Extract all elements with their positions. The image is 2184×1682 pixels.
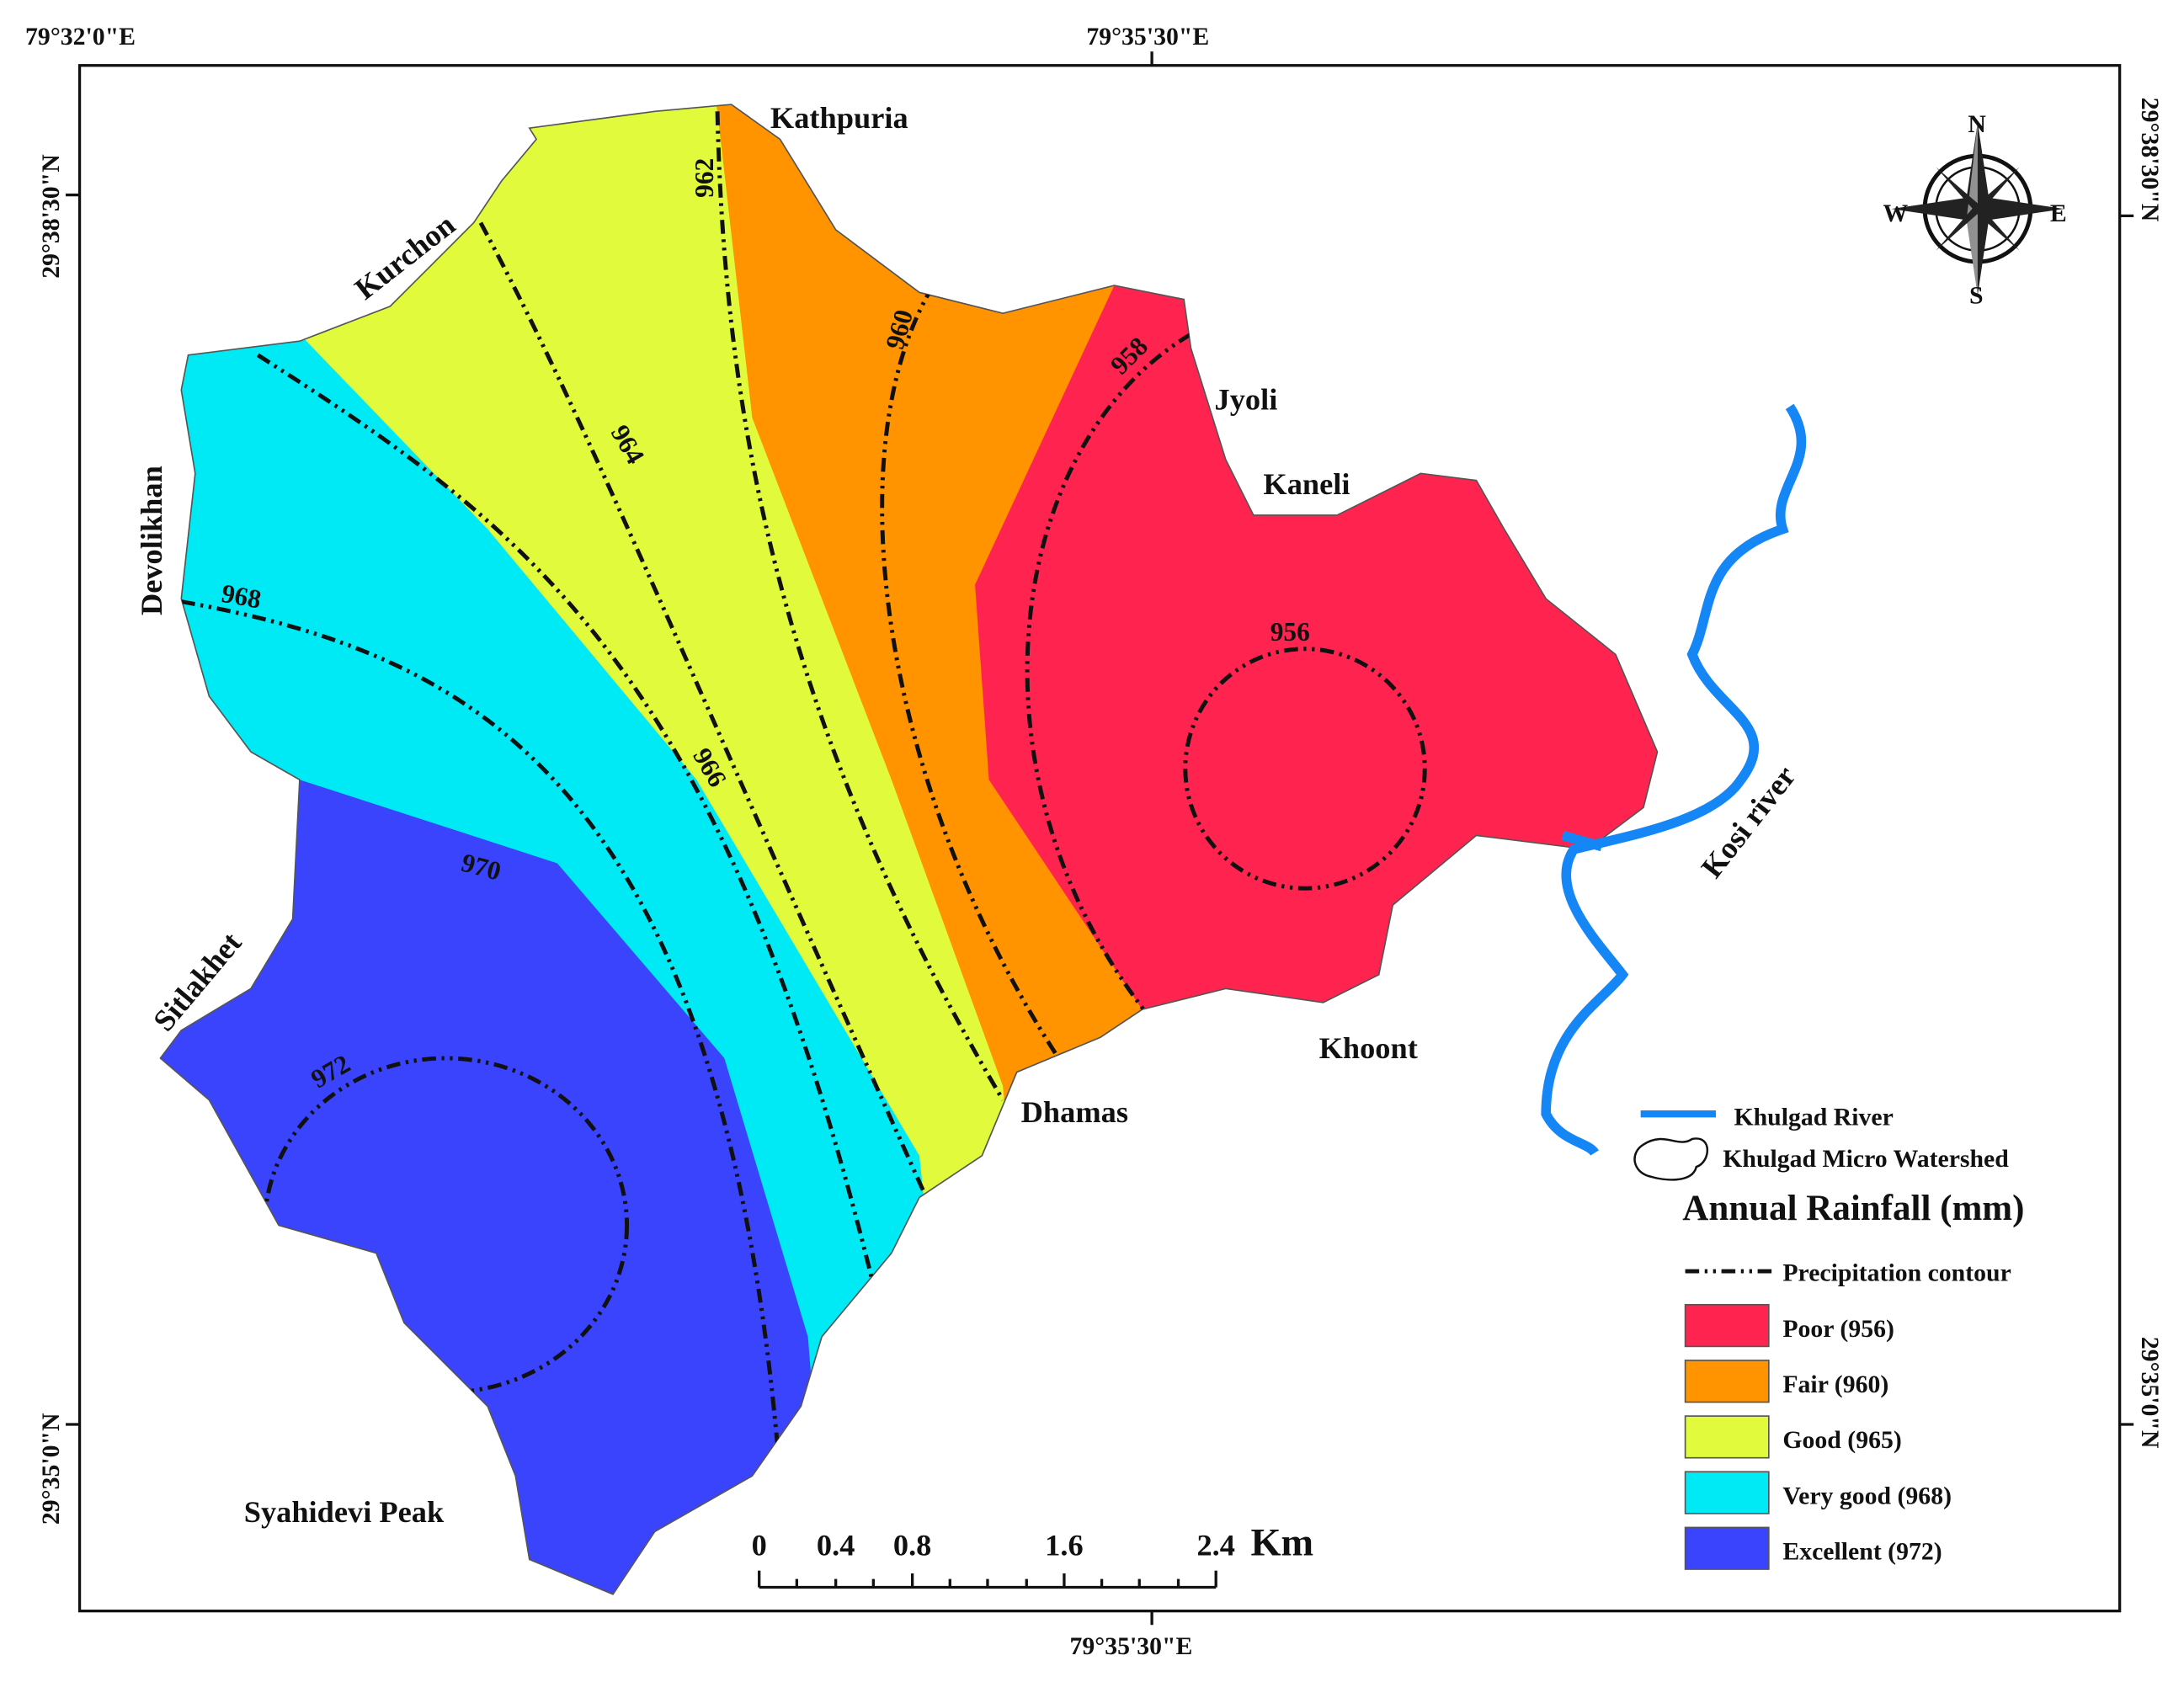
watershed-outline [159, 104, 1659, 1595]
scale-label: 2.4 [1196, 1528, 1234, 1562]
compass-label: S [1969, 282, 1984, 310]
contour-line [256, 353, 880, 1303]
legend-swatch [1684, 1526, 1770, 1570]
contour-line [715, 111, 1005, 1101]
coordinate-label: 79°35'30"E [1070, 1632, 1193, 1660]
contour-label: 968 [219, 578, 263, 615]
legend-label: Fair (960) [1782, 1371, 1888, 1398]
legend-swatch [1684, 1303, 1770, 1348]
contour-line [180, 599, 782, 1477]
coordinate-label: 29°35'0"N [2136, 1337, 2164, 1449]
contour-line [880, 284, 1061, 1060]
legend-label: Very good (968) [1782, 1482, 1952, 1509]
legend-swatch [1684, 1471, 1770, 1514]
coordinate-ticks [66, 51, 2134, 1626]
coordinate-label: 29°35'0"N [37, 1413, 65, 1525]
coordinate-label: 29°38'30"N [2136, 98, 2164, 222]
legend-label: Excellent (972) [1782, 1537, 1942, 1565]
legend-label: Good (965) [1782, 1426, 1901, 1454]
place-label: Syahidevi Peak [244, 1495, 445, 1529]
compass-label: N [1968, 110, 1986, 138]
place-label: Kaneli [1263, 467, 1350, 501]
legend-label: Precipitation contour [1782, 1259, 2011, 1287]
place-label: Kosi river [1695, 759, 1803, 884]
coordinate-label: 79°35'30"E [1086, 23, 1209, 51]
contour-line [478, 221, 929, 1199]
legend-swatch [1684, 1415, 1770, 1459]
compass-label: W [1883, 200, 1908, 227]
scale-label: 0.4 [817, 1528, 855, 1562]
scale-unit: Km [1251, 1521, 1314, 1564]
contour-label: 962 [690, 158, 719, 198]
contour-line [1025, 332, 1192, 1018]
legend-swatch [1684, 1360, 1770, 1403]
place-label: Jyoli [1215, 382, 1278, 416]
legend-watershed-symbol [1633, 1137, 1708, 1181]
place-label: Khoont [1319, 1031, 1418, 1065]
compass [1891, 122, 2064, 295]
compass-label: E [2050, 200, 2067, 227]
frame [77, 64, 2122, 1613]
place-label: Kathpuria [770, 101, 908, 135]
scale-label: 0 [752, 1528, 767, 1562]
kosi-river [1541, 403, 1807, 1157]
scale-label: 1.6 [1045, 1528, 1083, 1562]
place-label: Devolikhan [135, 466, 168, 615]
scale-label: 0.8 [893, 1528, 931, 1562]
scale-bar [758, 1570, 1217, 1589]
khulgad-river [1561, 830, 1603, 852]
legend-classes: Poor (956) Fair (960) Good (965) Very good … [1684, 1303, 1952, 1570]
coordinate-label: 29°38'30"N [37, 154, 65, 279]
legend-label: Khulgad Micro Watershed [1723, 1145, 2009, 1173]
contour-label: 956 [1270, 617, 1310, 647]
legend-title: Annual Rainfall (mm) [1682, 1189, 2024, 1228]
legend-label: Poor (956) [1782, 1315, 1894, 1343]
coordinate-label: 79°32'0"E [25, 23, 136, 51]
place-label: Dhamas [1021, 1095, 1128, 1129]
contour-line [1183, 647, 1427, 891]
legend-label: Khulgad River [1734, 1103, 1893, 1131]
